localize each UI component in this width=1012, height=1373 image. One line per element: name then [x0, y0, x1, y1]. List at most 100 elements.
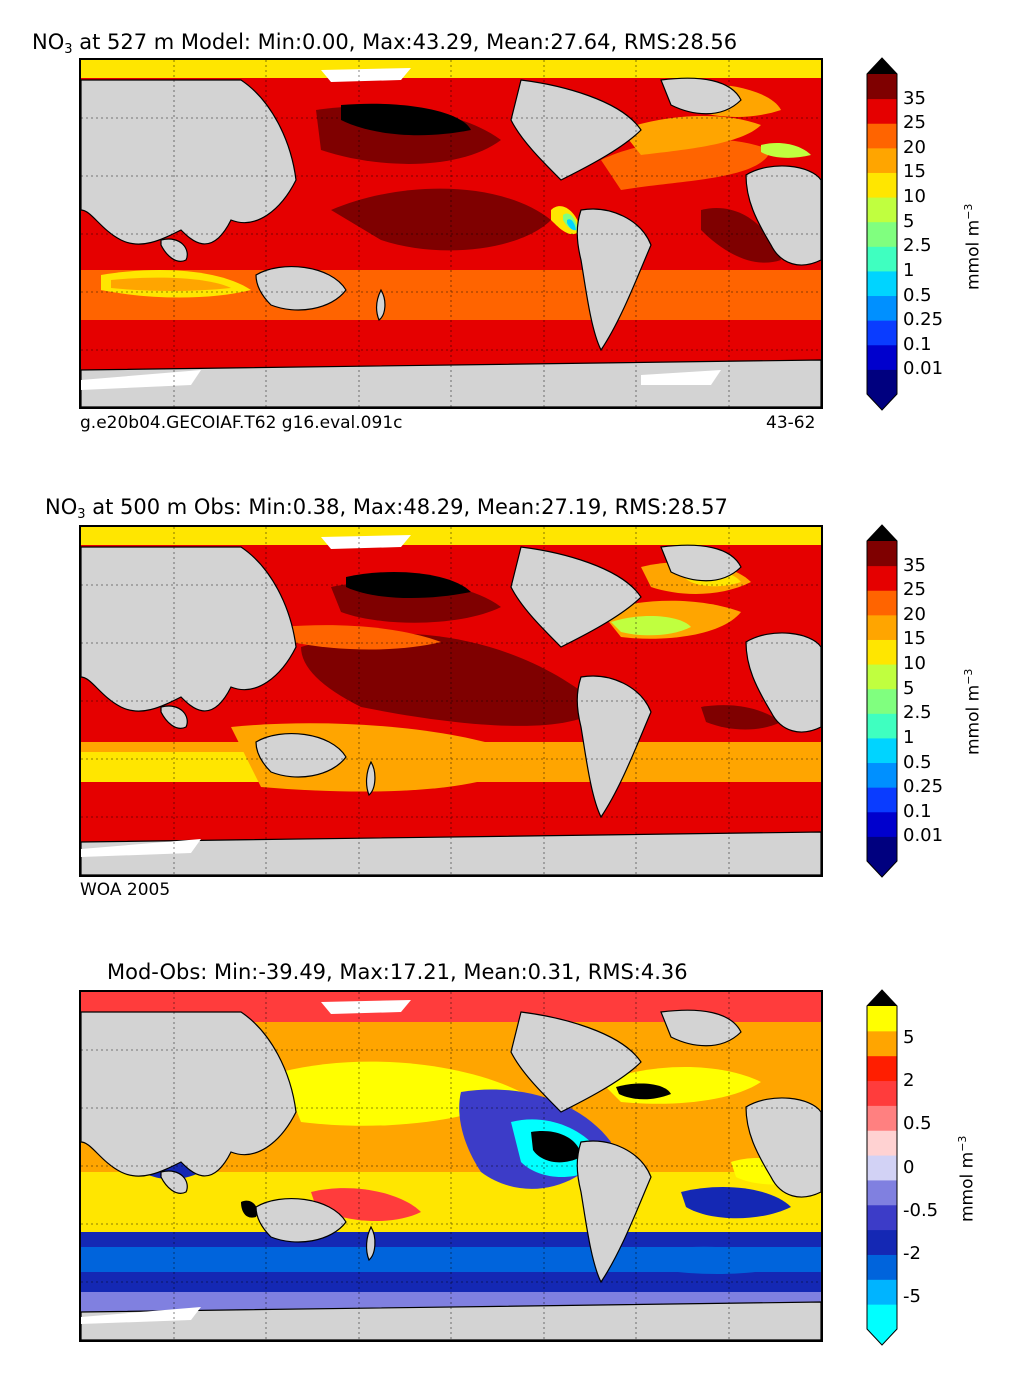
colorbar-extend-min — [867, 861, 897, 877]
colorbar-extend-min — [867, 394, 897, 410]
colorbar-segment — [867, 172, 897, 198]
colorbar-segment — [867, 1030, 897, 1057]
colorbar-tick-label: 0.25 — [903, 776, 944, 798]
obs-no3-map — [81, 527, 821, 875]
colorbar-tick-label: 1 — [903, 259, 915, 281]
colorbar-segment — [867, 1006, 897, 1032]
colorbar-outline — [866, 57, 898, 411]
colorbar-segment — [867, 221, 897, 247]
colorbar-segment — [867, 713, 897, 739]
colorbar-tick-label: 25 — [903, 579, 926, 601]
panel-1-years: 43-62 — [766, 413, 816, 433]
colorbar-tick-label: 0.5 — [903, 751, 932, 773]
colorbar-segment — [867, 246, 897, 272]
colorbar-segment — [867, 1155, 897, 1181]
colorbar-segment — [867, 614, 897, 640]
colorbar-tick-label: -2 — [903, 1242, 921, 1264]
colorbar-segment — [867, 836, 897, 862]
panel-2-title: NO3 at 500 m Obs: Min:0.38, Max:48.29, M… — [45, 495, 728, 522]
colorbar-tick-label: 0.5 — [903, 1113, 932, 1135]
colorbar-tick-label: 15 — [903, 628, 926, 650]
colorbar-segment — [867, 541, 897, 567]
panel-3-title: Mod-Obs: Min:-39.49, Max:17.21, Mean:0.3… — [107, 960, 688, 984]
colorbar-tick-label: 0.01 — [903, 825, 944, 847]
colorbar-tick-label: 25 — [903, 112, 926, 134]
colorbar-segment — [867, 98, 897, 124]
colorbar-tick-label: 15 — [903, 161, 926, 183]
colorbar-tick-label: 35 — [903, 554, 926, 576]
panel-1-run-id: g.e20b04.GECOIAF.T62 g16.eval.091c — [80, 413, 403, 433]
colorbar-segment — [867, 1279, 897, 1305]
colorbar-1-svg — [866, 57, 898, 411]
colorbar-2-svg — [866, 524, 898, 878]
colorbar-segment — [867, 123, 897, 149]
panel-2-colorbar — [866, 524, 898, 878]
colorbar-extend-max — [867, 525, 897, 541]
panel-1-title: NO3 at 527 m Model: Min:0.00, Max:43.29,… — [32, 30, 738, 57]
panel-1-colorbar — [866, 57, 898, 411]
colorbar-segment — [867, 197, 897, 223]
colorbar-tick-label: 2 — [903, 1070, 915, 1092]
colorbar-segment — [867, 737, 897, 764]
colorbar-segment — [867, 664, 897, 690]
colorbar-segment — [867, 1204, 897, 1231]
colorbar-segment — [867, 1105, 897, 1131]
colorbar-tick-label: 0 — [903, 1156, 915, 1178]
colorbar-tick-label: 0.25 — [903, 309, 944, 331]
model-no3-map — [81, 60, 821, 407]
colorbar-outline — [866, 524, 898, 878]
colorbar-segment — [867, 811, 897, 837]
colorbar-segment — [867, 147, 897, 173]
panel-2-source: WOA 2005 — [80, 880, 171, 900]
panel-3-colorbar — [866, 989, 898, 1346]
colorbar-outline — [866, 989, 898, 1346]
colorbar-tick-label: 0.1 — [903, 333, 932, 355]
colorbar-tick-label: 5 — [903, 677, 915, 699]
colorbar-tick-label: 2.5 — [903, 702, 932, 724]
panel-2-colorbar-unit: mmol m−3 — [962, 668, 984, 755]
colorbar-tick-label: 35 — [903, 87, 926, 109]
colorbar-segment — [867, 688, 897, 714]
colorbar-tick-label: 2.5 — [903, 235, 932, 257]
colorbar-tick-label: -5 — [903, 1285, 921, 1307]
colorbar-segment — [867, 1254, 897, 1280]
colorbar-extend-min — [867, 1329, 897, 1345]
colorbar-segment — [867, 1055, 897, 1082]
colorbar-segment — [867, 762, 897, 788]
colorbar-extend-max — [867, 990, 897, 1006]
colorbar-tick-label: 5 — [903, 1027, 915, 1049]
colorbar-segment — [867, 1304, 897, 1330]
colorbar-segment — [867, 590, 897, 616]
colorbar-segment — [867, 787, 897, 813]
colorbar-tick-label: 20 — [903, 603, 926, 625]
colorbar-tick-label: 20 — [903, 136, 926, 158]
colorbar-segment — [867, 1130, 897, 1156]
colorbar-segment — [867, 74, 897, 100]
colorbar-segment — [867, 320, 897, 346]
colorbar-tick-label: 10 — [903, 186, 926, 208]
colorbar-3-svg — [866, 989, 898, 1346]
colorbar-tick-label: 1 — [903, 726, 915, 748]
colorbar-segment — [867, 1080, 897, 1106]
colorbar-tick-label: -0.5 — [903, 1199, 939, 1221]
colorbar-tick-label: 0.5 — [903, 284, 932, 306]
colorbar-segment — [867, 639, 897, 665]
colorbar-segment — [867, 344, 897, 370]
panel-3-map — [79, 990, 823, 1342]
colorbar-tick-label: 5 — [903, 210, 915, 232]
panel-1-map — [79, 58, 823, 409]
colorbar-segment — [867, 1229, 897, 1255]
colorbar-tick-label: 0.1 — [903, 800, 932, 822]
colorbar-extend-max — [867, 58, 897, 74]
colorbar-segment — [867, 295, 897, 321]
colorbar-segment — [867, 565, 897, 591]
panel-2-map — [79, 525, 823, 877]
colorbar-segment — [867, 1179, 897, 1206]
diff-map — [81, 992, 821, 1340]
colorbar-tick-label: 0.01 — [903, 358, 944, 380]
colorbar-segment — [867, 270, 897, 297]
colorbar-segment — [867, 369, 897, 395]
panel-3-colorbar-unit: mmol m−3 — [956, 1135, 978, 1222]
colorbar-tick-label: 10 — [903, 653, 926, 675]
panel-1-colorbar-unit: mmol m−3 — [962, 203, 984, 290]
